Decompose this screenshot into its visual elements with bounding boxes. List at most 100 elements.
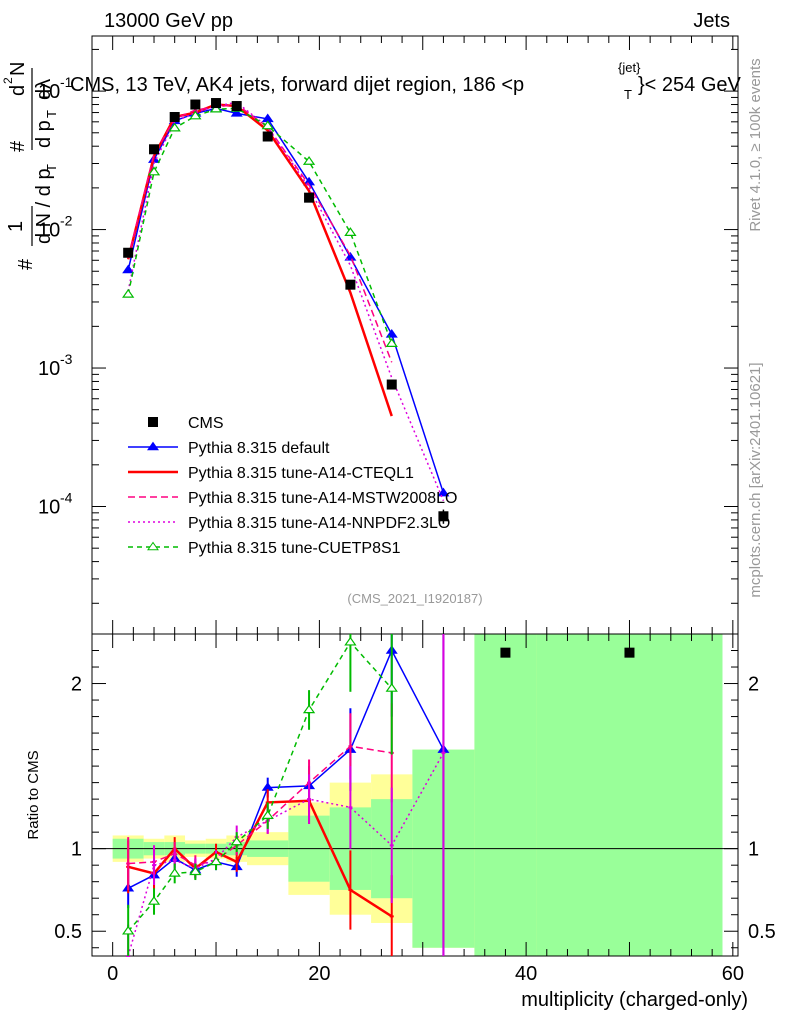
band-inner <box>474 634 537 956</box>
legend-label: Pythia 8.315 tune-CUETP8S1 <box>188 540 401 557</box>
legend-label: Pythia 8.315 tune-A14-MSTW2008LO <box>188 490 457 507</box>
legend-entry: Pythia 8.315 tune-A14-MSTW2008LO <box>128 490 457 507</box>
y-tick-label: 10 <box>38 358 60 380</box>
ratio-y-tick-label: 1 <box>71 839 82 861</box>
series-marker <box>122 264 135 274</box>
series-ratio-marker <box>168 867 181 877</box>
cms-point <box>386 379 397 390</box>
rivet-version: Rivet 4.1.0, ≥ 100k events <box>747 58 764 231</box>
series-ratio-marker <box>189 866 202 876</box>
legend-marker <box>147 441 159 451</box>
svg-text:d p: d p <box>33 120 55 148</box>
legend: CMS Pythia 8.315 default Pythia 8.315 tune… <box>128 415 457 557</box>
series-marker <box>302 155 316 165</box>
series-marker <box>344 227 357 236</box>
cms-point <box>190 99 201 110</box>
y-tick-exponent: -1 <box>60 74 73 90</box>
y-tick-label: 10 <box>38 496 60 518</box>
cms-point <box>500 647 511 658</box>
cms-point <box>345 279 356 290</box>
series-ratio-marker <box>261 810 274 819</box>
y-tick-label: 10 <box>38 220 60 242</box>
ratio-y-tick-label-right: 1 <box>748 839 759 861</box>
series-marker <box>168 122 181 132</box>
cms-point <box>123 247 134 258</box>
series-ratio-marker <box>209 856 223 866</box>
cms-point <box>149 144 160 155</box>
cms-point <box>262 131 273 142</box>
ratio-y-tick-label-right: 0.5 <box>748 921 776 943</box>
legend-marker <box>147 541 159 551</box>
legend-entry: Pythia 8.315 default <box>128 440 330 457</box>
svg-text:T: T <box>44 110 59 118</box>
series-line-main <box>127 107 393 344</box>
legend-entry: Pythia 8.315 tune-A14-CTEQL1 <box>128 465 414 482</box>
series-ratio-marker <box>147 895 161 905</box>
series-ratio-marker <box>344 636 357 646</box>
svg-text:T: T <box>44 164 59 172</box>
series-ratio-marker <box>230 836 243 846</box>
legend-entry: Pythia 8.315 tune-CUETP8S1 <box>128 540 401 557</box>
series-marker <box>344 251 357 261</box>
main-y-axis-label: # 1 d N / d p T # d 2 N d p T dλ <box>1 62 59 270</box>
cms-point <box>231 101 242 112</box>
cms-point <box>169 112 180 123</box>
legend-marker-cms <box>148 417 158 427</box>
x-tick-label: 40 <box>515 963 537 985</box>
svg-text:d N / d p: d N / d p <box>33 168 55 244</box>
legend-label: Pythia 8.315 default <box>188 440 330 457</box>
series-marker <box>261 113 274 123</box>
axes-frames <box>91 35 739 957</box>
y-tick-exponent: -2 <box>60 213 73 229</box>
cms-point <box>211 98 222 109</box>
series-line-ratio <box>127 641 393 932</box>
svg-text:2: 2 <box>1 77 15 84</box>
x-tick-label: 0 <box>107 963 118 985</box>
ratio-uncertainty-bands <box>112 634 723 956</box>
x-tick-label: 60 <box>722 963 744 985</box>
energy-label: 13000 GeV pp <box>104 10 233 32</box>
ratio-y-tick-label: 2 <box>71 674 82 696</box>
ratio-y-tick-label-right: 2 <box>748 674 759 696</box>
svg-text:#: # <box>7 140 29 152</box>
cms-data-layer <box>123 98 635 658</box>
legend-entry-cms: CMS <box>148 415 224 432</box>
svg-text:{jet}: {jet} <box>618 60 641 75</box>
svg-text:T: T <box>624 87 632 102</box>
cms-point <box>438 511 449 522</box>
series-marker <box>147 166 161 176</box>
series-marker <box>230 108 243 117</box>
series-ratio-marker <box>122 925 135 935</box>
band-inner <box>536 634 723 956</box>
svg-text:N: N <box>7 62 29 76</box>
cms-point <box>624 647 635 658</box>
x-tick-label: 20 <box>308 963 330 985</box>
chart-title: CMS, 13 TeV, AK4 jets, forward dijet reg… <box>70 60 742 102</box>
legend-label: Pythia 8.315 tune-A14-NNPDF2.3LO <box>188 515 450 532</box>
svg-text:CMS, 13 TeV, AK4 jets, forward: CMS, 13 TeV, AK4 jets, forward dijet reg… <box>70 74 524 96</box>
series-ratio-marker <box>385 682 398 692</box>
y-tick-exponent: -3 <box>60 351 73 367</box>
svg-text:dλ: dλ <box>33 79 55 100</box>
y-tick-label: 10 <box>38 81 60 103</box>
ratio-y-axis-label: Ratio to CMS <box>25 750 42 839</box>
svg-text:}< 254 GeV: }< 254 GeV <box>638 74 742 96</box>
category-label: Jets <box>693 10 730 32</box>
source-label: mcplots.cern.ch [arXiv:2401.10621] <box>747 362 764 597</box>
ratio-frame <box>91 633 739 957</box>
series-marker <box>437 487 450 497</box>
series-marker <box>385 338 398 347</box>
legend-label-cms: CMS <box>188 415 224 432</box>
series-ratio-marker <box>261 782 274 791</box>
series-marker <box>189 110 202 120</box>
x-axis-label: multiplicity (charged-only) <box>521 989 748 1011</box>
y-tick-exponent: -4 <box>60 489 73 505</box>
svg-text:#: # <box>15 258 37 270</box>
series-marker <box>261 120 274 130</box>
cms-point <box>304 192 315 203</box>
series-line-main <box>127 107 445 494</box>
svg-text:1: 1 <box>5 221 27 232</box>
svg-text:d: d <box>7 85 29 96</box>
